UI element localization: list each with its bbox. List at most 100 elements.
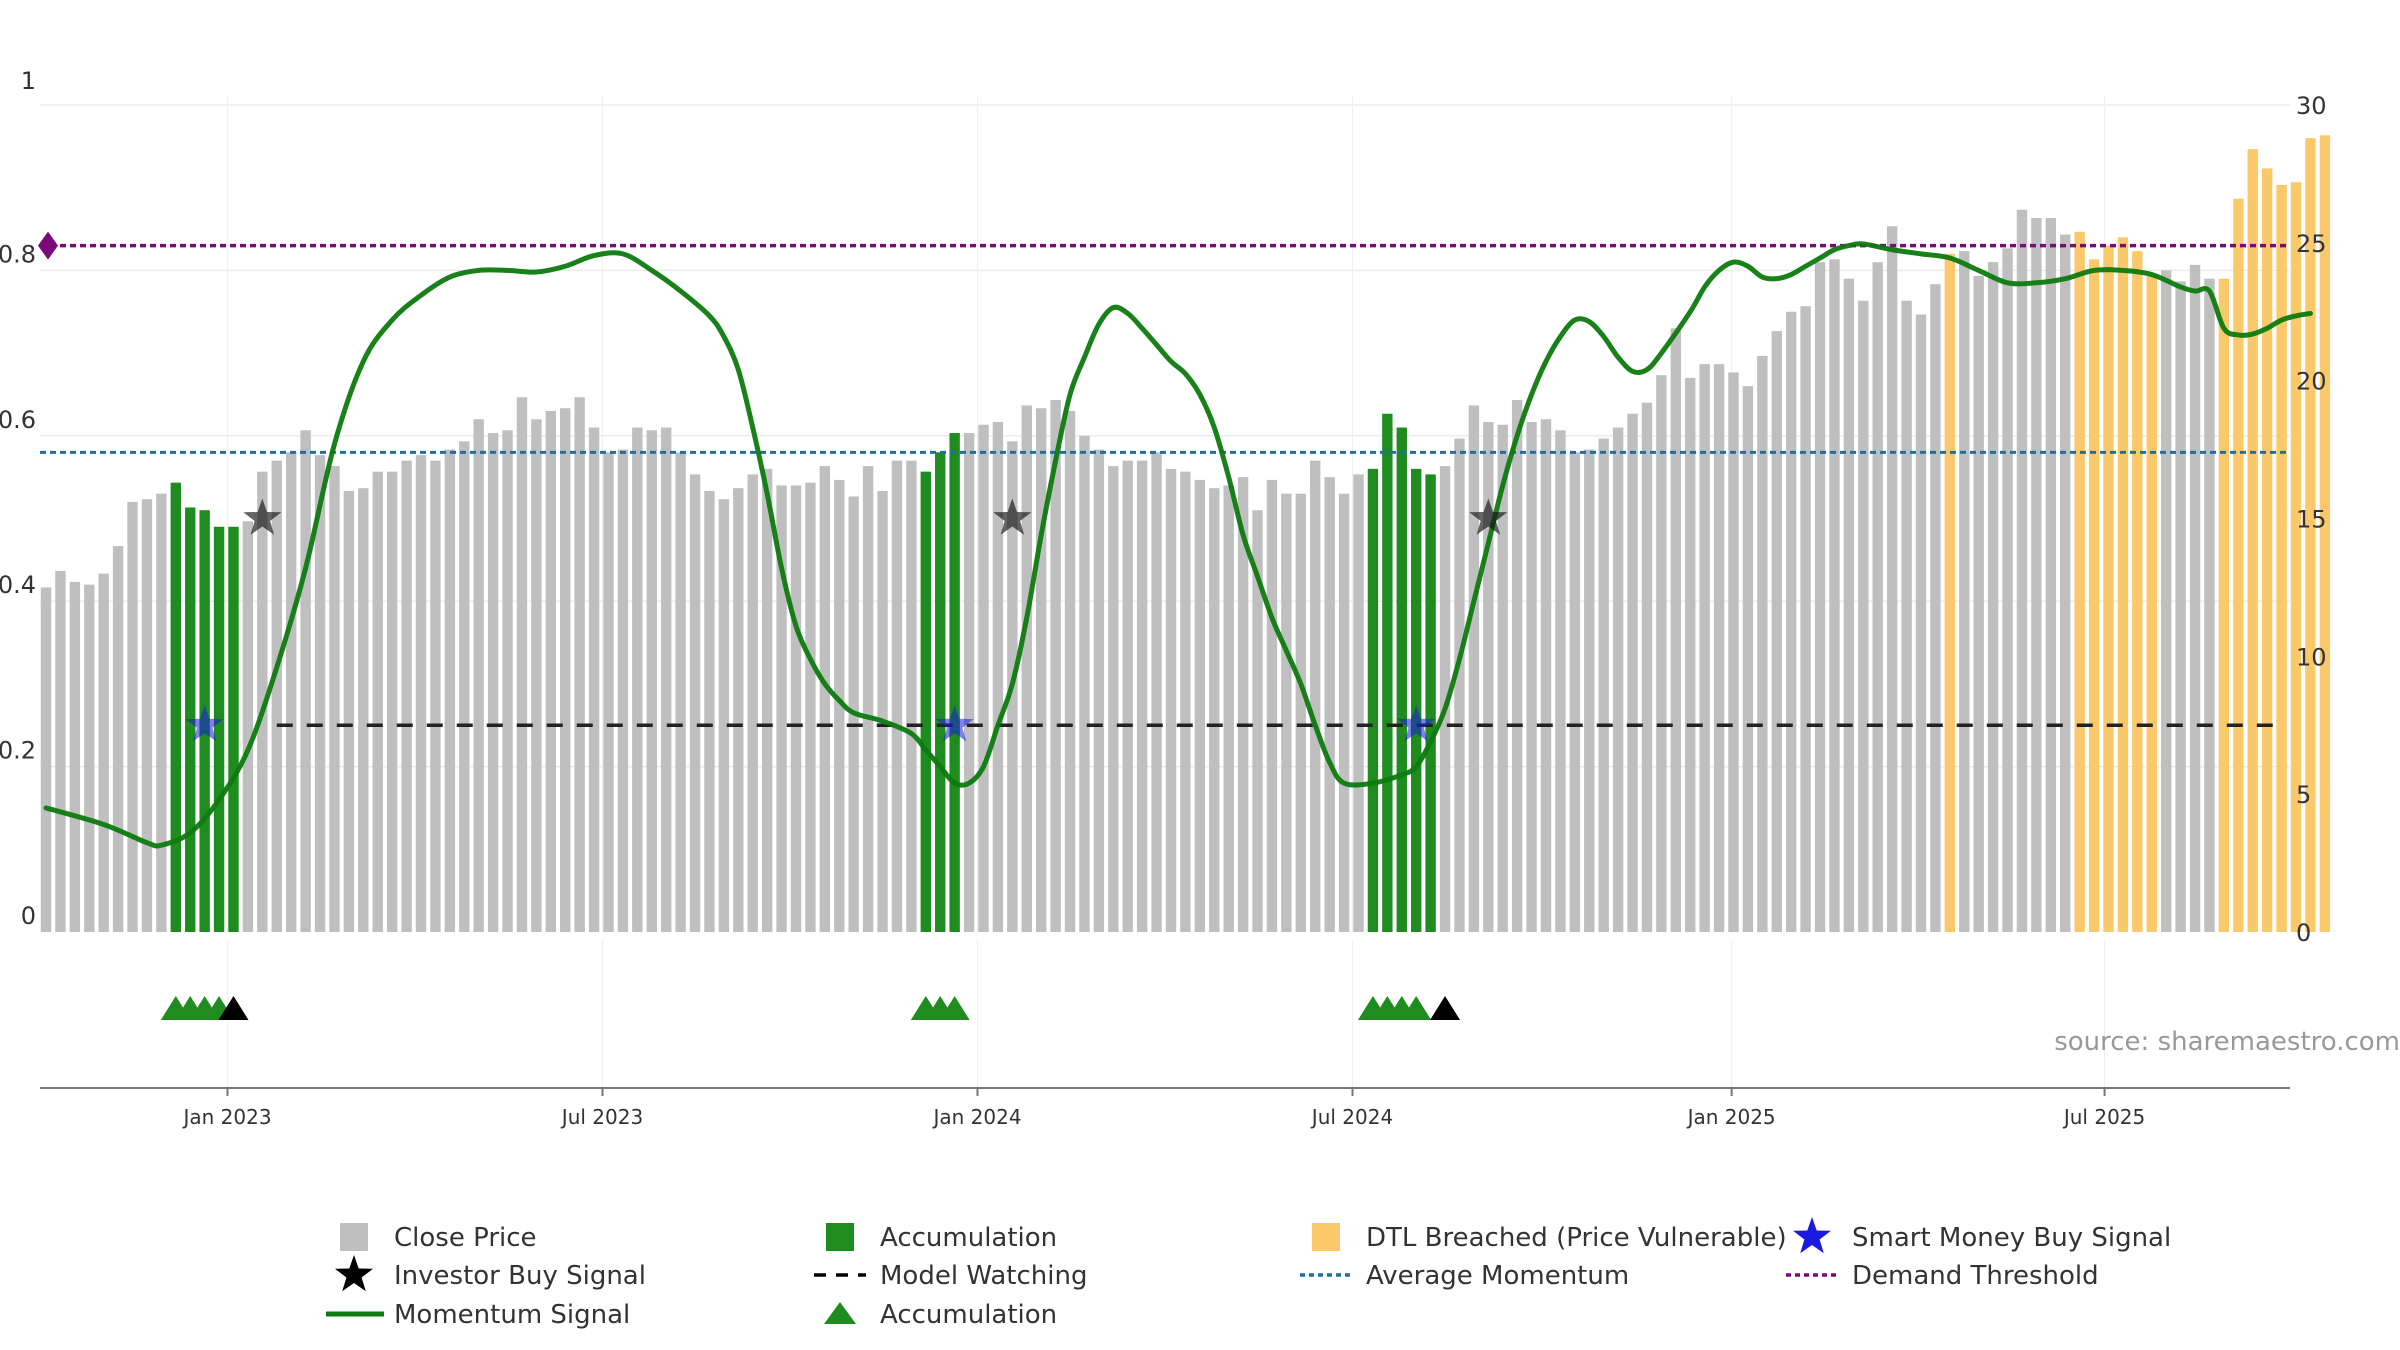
close-price-bar — [1973, 275, 1984, 932]
left-tick-label: 1 — [21, 67, 36, 95]
x-tick-label: Jul 2024 — [1310, 1105, 1393, 1129]
close-price-bar — [1641, 402, 1653, 933]
close-price-bar — [1281, 493, 1292, 932]
close-price-bar — [516, 397, 528, 932]
close-price-bar — [1050, 399, 1061, 932]
investor-signal-triangle — [218, 996, 249, 1020]
close-price-bar — [1742, 386, 1754, 932]
close-price-bar — [487, 433, 499, 932]
close-price-bar — [834, 479, 845, 932]
dtl-breached-bar — [2088, 259, 2100, 933]
close-price-bar — [1324, 477, 1335, 932]
close-price-bar — [1151, 452, 1162, 932]
dtl-breached-bar — [2103, 245, 2114, 933]
close-price-bar — [1021, 405, 1032, 932]
source-label: source: sharemaestro.com — [2054, 1027, 2400, 1057]
accumulation-triangle — [939, 996, 970, 1020]
close-price-bar — [1165, 468, 1177, 932]
smart-money-buy-star — [185, 705, 224, 742]
close-price-bar — [1180, 471, 1191, 932]
dtl-breached-bar — [2261, 168, 2273, 933]
close-price-bar — [1829, 259, 1840, 933]
investor-signal-triangle — [1430, 996, 1461, 1020]
legend-label: Momentum Signal — [394, 1300, 630, 1330]
close-price-bar — [141, 499, 153, 932]
close-price-bar — [401, 460, 412, 932]
close-price-bar — [1930, 284, 1941, 932]
signal-triangles — [160, 996, 1461, 1020]
close-price-bar — [1713, 364, 1725, 932]
close-price-bar — [343, 490, 355, 932]
close-price-bar — [1194, 479, 1206, 932]
close-price-bar — [415, 455, 427, 932]
close-price-bar — [1843, 278, 1855, 932]
legend-dtl-swatch — [1312, 1223, 1340, 1251]
close-price-bar — [1295, 493, 1306, 932]
close-price-bar — [632, 427, 643, 932]
signal-markers — [185, 498, 1508, 742]
close-price-bar — [805, 482, 816, 932]
accumulation-bar — [1367, 468, 1379, 932]
investor-buy-star — [993, 498, 1032, 535]
close-price-bar — [531, 419, 542, 932]
close-price-bar — [560, 408, 571, 932]
close-price-bar — [300, 430, 311, 932]
close-price-bar — [689, 474, 701, 932]
dtl-breached-bar — [2290, 182, 2302, 933]
close-price-bar — [2189, 264, 2201, 932]
right-tick-label: 20 — [2296, 368, 2327, 396]
accumulation-bar — [1382, 413, 1393, 932]
dtl-breached-bar — [2319, 135, 2331, 932]
x-tick-label: Jan 2025 — [1686, 1105, 1776, 1129]
close-price-bar — [502, 430, 513, 932]
close-price-bar — [1656, 375, 1667, 932]
close-price-bar — [574, 397, 585, 932]
dtl-breached-bar — [2117, 237, 2129, 932]
close-price-bar — [1079, 435, 1090, 932]
close-price-bar — [2031, 218, 2042, 933]
close-price-bar — [1987, 262, 1999, 932]
close-price-bar — [257, 471, 268, 932]
close-price-bar — [40, 587, 52, 932]
close-price-bar — [430, 460, 441, 932]
close-price-bar — [2161, 270, 2172, 932]
close-price-bar — [675, 452, 686, 932]
legend-label: Smart Money Buy Signal — [1852, 1223, 2171, 1253]
close-price-bar — [386, 471, 398, 932]
close-price-bar — [98, 573, 109, 932]
left-tick-label: 0.8 — [0, 240, 36, 268]
close-price-bar — [906, 460, 917, 932]
close-price-bar — [1353, 474, 1364, 932]
close-price-bar — [718, 499, 730, 932]
close-price-bar — [1598, 438, 1609, 932]
close-price-bar — [1584, 449, 1595, 932]
close-price-bar — [1439, 466, 1451, 932]
close-price-bar — [1872, 262, 1883, 932]
smart-money-buy-star — [935, 705, 974, 742]
right-tick-label: 15 — [2296, 506, 2327, 534]
close-price-bar — [2204, 278, 2215, 932]
close-price-bar — [1511, 399, 1523, 932]
close-price-bar — [704, 490, 715, 932]
close-price-bar — [1497, 424, 1508, 932]
close-price-bar — [992, 422, 1004, 932]
close-price-bar — [747, 474, 758, 932]
close-price-bar — [1483, 422, 1494, 932]
close-price-bar — [242, 521, 254, 932]
right-tick-label: 30 — [2296, 92, 2327, 120]
left-tick-label: 0 — [21, 902, 36, 930]
legend-label: Accumulation — [880, 1300, 1057, 1330]
close-price-bar — [603, 452, 614, 932]
close-price-bar — [1555, 430, 1566, 932]
close-price-bar — [761, 468, 773, 932]
legend-label: Close Price — [394, 1223, 537, 1253]
legend-close-swatch — [340, 1223, 368, 1251]
close-price-bar — [1685, 377, 1696, 932]
x-tick-label: Jan 2023 — [181, 1105, 271, 1129]
close-price-bar — [963, 433, 975, 932]
left-tick-label: 0.6 — [0, 406, 36, 434]
dtl-breached-bar — [2276, 184, 2287, 932]
close-price-bar — [733, 488, 744, 932]
close-price-bar — [1540, 419, 1552, 932]
